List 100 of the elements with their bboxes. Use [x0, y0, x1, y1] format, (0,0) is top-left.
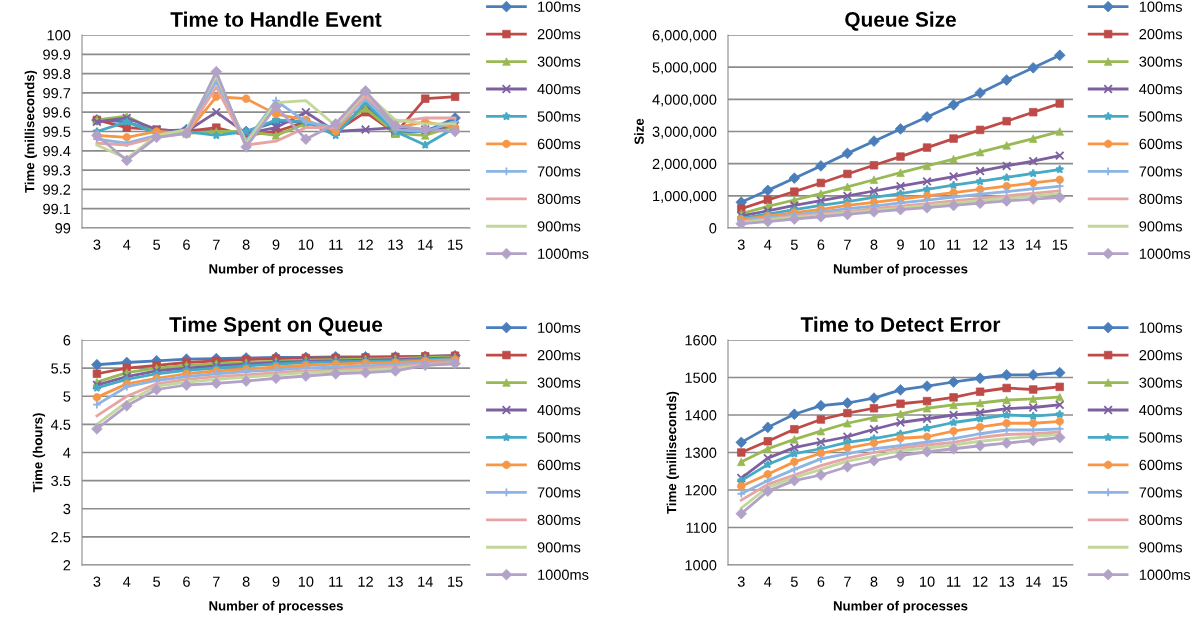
x-tick-label: 14: [418, 239, 433, 250]
y-tick-label: 5: [63, 391, 71, 402]
x-tick-label: 11: [947, 576, 961, 587]
x-tick-label: 12: [973, 239, 988, 250]
x-tick-label: 10: [298, 239, 314, 250]
x-tick-label: 3: [93, 576, 101, 587]
x-tick-label: 10: [298, 576, 314, 587]
legend-label: 500ms: [1139, 111, 1183, 122]
x-tick-label: 10: [920, 239, 935, 250]
y-tick-label: 99.9: [43, 49, 71, 60]
x-tick-label: 11: [947, 239, 961, 250]
legend-label: 300ms: [1139, 377, 1183, 388]
x-tick-label: 15: [448, 239, 463, 250]
x-tick-label: 8: [870, 576, 878, 587]
x-axis-title: Number of processes: [209, 600, 343, 614]
chart-title: Time to Handle Event: [170, 11, 382, 27]
y-tick-label: 99.4: [43, 145, 71, 157]
y-tick-label: 1100: [686, 522, 717, 533]
legend-label: 1000ms: [538, 248, 589, 259]
y-tick-label: 99.5: [43, 126, 71, 137]
legend-label: 900ms: [537, 542, 581, 553]
legend-label: 600ms: [537, 459, 581, 471]
y-tick-label: 99.8: [43, 68, 71, 80]
y-tick-label: 1000: [685, 560, 717, 571]
y-axis-title: Time (milliseconds): [666, 391, 679, 514]
legend-label: 200ms: [1139, 350, 1183, 361]
y-tick-label: 2: [63, 560, 71, 571]
x-tick-label: 3: [93, 239, 101, 250]
legend-label: 500ms: [1139, 432, 1183, 443]
y-tick-label: 5.5: [51, 363, 71, 374]
legend-label: 400ms: [1139, 404, 1183, 416]
x-tick-label: 5: [153, 576, 161, 587]
x-tick-label: 9: [272, 239, 280, 250]
x-tick-label: 6: [817, 576, 825, 587]
chart-title: Time Spent on Queue: [169, 316, 383, 336]
y-axis-title: Time (milliseconds): [24, 70, 37, 193]
legend-label: 300ms: [537, 377, 581, 388]
x-tick-label: 9: [272, 576, 280, 587]
x-tick-label: 8: [870, 239, 878, 250]
x-tick-label: 3: [737, 576, 745, 587]
legend-label: 300ms: [537, 56, 581, 67]
y-tick-label: 99.6: [43, 107, 71, 118]
x-tick-label: 5: [790, 239, 798, 250]
x-tick-label: 11: [329, 239, 343, 250]
x-tick-label: 7: [213, 576, 220, 587]
legend-label: 700ms: [537, 487, 581, 498]
x-tick-label: 15: [448, 576, 463, 587]
x-tick-label: 8: [242, 239, 250, 250]
y-axis-title: Size: [634, 118, 644, 145]
x-tick-label: 14: [418, 576, 433, 587]
legend-label: 100ms: [538, 1, 581, 12]
x-tick-label: 10: [920, 576, 935, 587]
y-tick-label: 3.5: [51, 475, 71, 487]
y-tick-label: 99.2: [43, 184, 71, 195]
y-tick-label: 3,000,000: [652, 126, 717, 139]
y-tick-label: 1600: [685, 335, 717, 346]
x-tick-label: 7: [844, 239, 851, 250]
legend-label: 200ms: [1139, 29, 1183, 40]
x-tick-label: 15: [1052, 239, 1068, 250]
legend-label: 400ms: [1139, 83, 1183, 95]
y-tick-label: 99.7: [43, 88, 71, 99]
legend-label: 400ms: [537, 83, 581, 95]
legend-label: 800ms: [537, 514, 581, 526]
y-tick-label: 100: [47, 30, 71, 41]
y-tick-label: 2.5: [51, 531, 71, 543]
y-tick-label: 1200: [685, 485, 717, 496]
y-tick-label: 1300: [685, 447, 717, 458]
legend-label: 800ms: [1139, 514, 1183, 526]
legend-label: 100ms: [538, 322, 581, 333]
legend-label: 200ms: [537, 350, 581, 361]
legend-label: 1000ms: [1139, 569, 1191, 580]
x-tick-label: 14: [1026, 239, 1041, 250]
x-tick-label: 6: [183, 576, 190, 587]
y-tick-label: 4: [63, 447, 71, 458]
legend-label: 200ms: [537, 29, 581, 40]
x-tick-label: 8: [242, 576, 250, 587]
y-tick-label: 4.5: [50, 419, 71, 430]
x-axis-title: Number of processes: [833, 263, 968, 277]
y-tick-label: 1400: [685, 410, 717, 421]
y-tick-label: 2,000,000: [652, 158, 717, 171]
y-tick-label: 99: [55, 223, 71, 234]
x-tick-label: 5: [153, 239, 161, 250]
x-tick-label: 13: [388, 576, 403, 587]
x-tick-label: 14: [1026, 576, 1041, 587]
x-tick-label: 7: [213, 239, 220, 250]
x-tick-label: 13: [999, 576, 1015, 587]
y-tick-label: 99.1: [43, 203, 71, 215]
x-tick-label: 4: [123, 239, 131, 250]
y-tick-label: 4,000,000: [652, 94, 717, 107]
y-axis-title: Time (hours): [32, 413, 46, 493]
y-tick-label: 6: [63, 335, 71, 346]
legend-label: 300ms: [1139, 56, 1183, 67]
x-tick-label: 5: [790, 576, 798, 587]
legend-label: 400ms: [537, 404, 581, 416]
legend-label: 600ms: [1139, 459, 1183, 471]
legend-label: 700ms: [537, 166, 581, 177]
x-tick-label: 12: [358, 239, 373, 250]
y-tick-label: 5,000,000: [652, 62, 717, 75]
y-tick-label: 3: [63, 503, 71, 515]
legend-label: 900ms: [1139, 221, 1183, 232]
